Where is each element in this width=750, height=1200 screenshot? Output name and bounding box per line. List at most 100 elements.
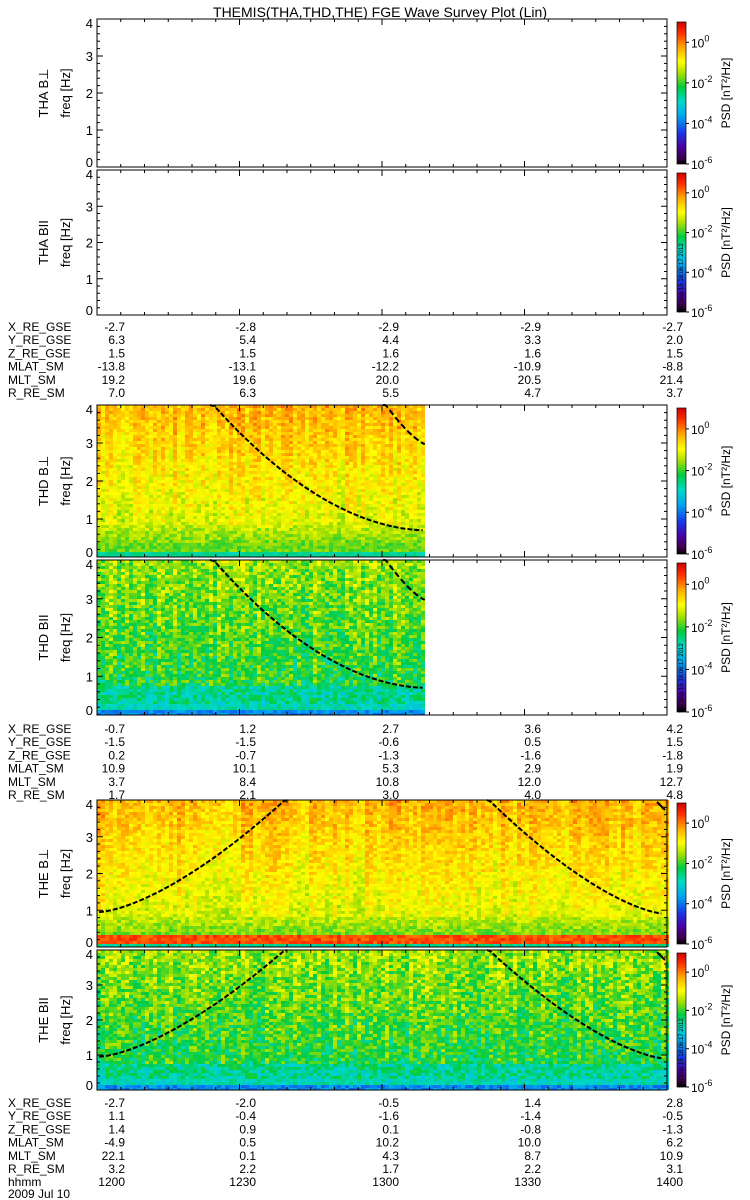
colorbar-tick-label: 100	[691, 420, 709, 437]
orbit-row-label: Y_RE_GSE	[8, 735, 71, 749]
colorbar-tick-label: 10-4	[691, 114, 712, 131]
time-tick-label: 1300	[372, 1175, 399, 1189]
y-tick-label: 1	[86, 512, 93, 527]
freq-axis-label: freq [Hz]	[58, 456, 73, 505]
orbit-value: 1.4	[108, 1122, 125, 1136]
panel-label: THD B⊥	[36, 456, 51, 506]
orbit-value: 12.7	[660, 775, 684, 789]
colorbar-label: PSD [nT²/Hz]	[719, 985, 733, 1056]
orbit-value: -2.8	[235, 320, 256, 334]
panel-label: THA BII	[36, 220, 51, 265]
orbit-value: 0.5	[239, 1136, 256, 1150]
orbit-row-label: MLT_SM	[8, 373, 56, 387]
y-tick-label: 0	[86, 703, 93, 718]
freq-axis-label: freq [Hz]	[58, 218, 73, 267]
y-tick-label: 0	[86, 303, 93, 318]
orbit-value: 1.5	[666, 735, 683, 749]
orbit-value: 2.7	[382, 722, 399, 736]
orbit-value: 3.1	[666, 1162, 683, 1176]
orbit-value: 1.5	[239, 346, 256, 360]
colorbar-tick-label: 10-4	[691, 660, 712, 677]
panel-label: THE B⊥	[36, 849, 51, 899]
orbit-value: -2.7	[104, 320, 125, 334]
orbit-value: 1.4	[524, 1096, 541, 1110]
orbit-value: -12.2	[372, 360, 400, 374]
y-tick-label: 3	[86, 592, 93, 607]
figure-title: THEMIS(THA,THD,THE) FGE Wave Survey Plot…	[213, 4, 547, 20]
orbit-value: -0.7	[104, 722, 125, 736]
orbit-value: 5.4	[239, 333, 256, 347]
orbit-value: -8.8	[662, 360, 683, 374]
orbit-value: 2.0	[666, 333, 683, 347]
orbit-row-label: MLT_SM	[8, 1149, 56, 1163]
freq-axis-label: freq [Hz]	[58, 68, 73, 117]
orbit-row-label: R_RE_SM	[8, 788, 65, 802]
y-tick-label: 4	[86, 557, 93, 572]
colorbar-tick-label: 10-2	[691, 618, 712, 635]
colorbar-tick-label: 100	[691, 814, 709, 831]
timestamp-label: Sat Sep 15 18:06:17 2012	[679, 1018, 685, 1088]
orbit-value: 4.8	[666, 788, 683, 802]
orbit-row-label: R_RE_SM	[8, 386, 65, 400]
time-tick-label: 1230	[229, 1175, 256, 1189]
y-tick-label: 2	[86, 236, 93, 251]
orbit-value: -0.5	[662, 1109, 683, 1123]
colorbar-tick-label: 100	[691, 184, 709, 201]
colorbar-tick-label: 100	[691, 963, 709, 980]
orbit-value: -0.4	[235, 1109, 256, 1123]
orbit-value: 4.0	[524, 788, 541, 802]
colorbar-tick-label: 10-6	[691, 303, 712, 320]
orbit-value: 6.2	[666, 1136, 683, 1150]
orbit-value: 1.5	[666, 346, 683, 360]
orbit-value: 4.4	[382, 333, 399, 347]
orbit-value: -2.9	[378, 320, 399, 334]
orbit-value: 3.0	[382, 788, 399, 802]
colorbar-tick-label: 10-2	[691, 1001, 712, 1018]
orbit-value: -1.4	[520, 1109, 541, 1123]
colorbar-tick-label: 10-2	[691, 462, 712, 479]
orbit-row-label: X_RE_GSE	[8, 1096, 71, 1110]
orbit-row-label: MLAT_SM	[8, 1136, 64, 1150]
orbit-value: 6.3	[239, 386, 256, 400]
orbit-row-label: Y_RE_GSE	[8, 333, 71, 347]
orbit-value: 2.2	[524, 1162, 541, 1176]
colorbar-tick-label: 100	[691, 33, 709, 50]
y-tick-label: 1	[86, 669, 93, 684]
panel-label: THD BII	[36, 614, 51, 660]
colorbar-tick-label: 10-2	[691, 74, 712, 91]
orbit-value: 20.5	[518, 373, 542, 387]
y-tick-label: 4	[86, 16, 93, 31]
colorbar-tick-label: 10-2	[691, 224, 712, 241]
orbit-value: 4.7	[524, 386, 541, 400]
colorbar-tick-label: 10-2	[691, 854, 712, 871]
orbit-value: 1.6	[382, 346, 399, 360]
orbit-value: -13.8	[98, 360, 126, 374]
y-tick-label: 1	[86, 123, 93, 138]
orbit-value: 21.4	[660, 373, 684, 387]
orbit-value: -4.9	[104, 1136, 125, 1150]
orbit-value: 20.0	[376, 373, 400, 387]
orbit-value: 10.9	[660, 1149, 684, 1163]
time-tick-label: 1400	[656, 1175, 683, 1189]
timestamp-label: Sat Sep 15 18:06:17 2012	[679, 243, 685, 313]
y-tick-label: 3	[86, 978, 93, 993]
colorbar-label: PSD [nT²/Hz]	[719, 602, 733, 673]
spectrogram-heatmap	[97, 405, 425, 557]
colorbar-tick-label: 10-4	[691, 1040, 712, 1057]
y-tick-label: 0	[86, 1078, 93, 1093]
orbit-table-the: X_RE_GSE -2.7 -2.0 -0.5 1.4 2.8Y_RE_GSE 1.1 -0.…	[8, 1096, 683, 1200]
orbit-value: 4.3	[382, 1149, 399, 1163]
orbit-row-label: Z_RE_GSE	[8, 748, 71, 762]
orbit-value: -13.1	[229, 360, 257, 374]
orbit-value: -2.7	[662, 320, 683, 334]
orbit-value: -1.6	[520, 748, 541, 762]
orbit-value: -2.0	[235, 1096, 256, 1110]
orbit-value: 22.1	[102, 1149, 126, 1163]
orbit-value: 3.7	[108, 775, 125, 789]
